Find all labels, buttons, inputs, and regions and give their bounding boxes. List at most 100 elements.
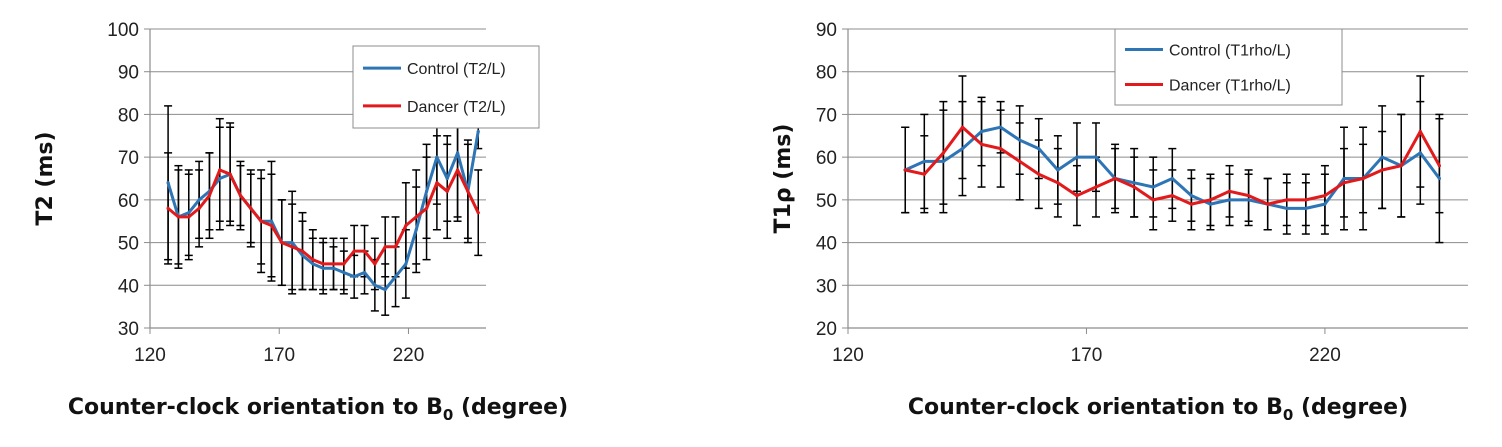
data-point <box>1304 198 1308 202</box>
data-point <box>1208 198 1213 202</box>
legend-box <box>1114 28 1343 106</box>
data-point <box>999 147 1003 151</box>
data-point <box>1113 176 1117 181</box>
x-tick-label: 170 <box>1071 345 1103 366</box>
x-tick-label: 220 <box>393 345 425 366</box>
y-tick-label: 70 <box>118 148 139 169</box>
data-point <box>922 172 926 176</box>
data-point <box>1094 155 1098 159</box>
data-point <box>455 168 460 172</box>
data-point <box>1418 151 1422 155</box>
data-point <box>414 215 418 219</box>
data-point <box>1170 176 1174 181</box>
data-point <box>352 275 356 279</box>
data-point <box>311 258 315 262</box>
data-point <box>331 266 336 270</box>
x-axis-title: Counter-clock orientation to B0 (degree) <box>908 395 1408 424</box>
data-point <box>218 176 222 181</box>
y-tick-label: 40 <box>118 276 139 297</box>
data-point <box>249 206 253 210</box>
data-point <box>979 142 984 146</box>
y-tick-label: 70 <box>816 105 837 126</box>
data-point <box>352 249 356 253</box>
y-tick-label: 40 <box>816 234 837 255</box>
y-tick-label: 100 <box>107 20 139 41</box>
x-tick-label: 120 <box>134 345 166 366</box>
data-point <box>1037 147 1041 151</box>
data-point <box>373 283 377 287</box>
data-point <box>414 228 418 232</box>
data-point <box>1227 198 1232 202</box>
data-point <box>960 147 965 151</box>
data-point <box>300 253 305 257</box>
data-point <box>342 262 346 266</box>
legend-label: Dancer (T2/L) <box>407 99 506 116</box>
data-point <box>1018 138 1022 142</box>
x-axis-title-main: Counter-clock orientation to B <box>68 395 443 420</box>
chart-t2: 30 40 50 60 70 80 90 100 120 170 220 Control (T2/L)… <box>33 20 568 424</box>
data-point <box>476 211 480 215</box>
data-point <box>424 189 429 193</box>
data-point <box>197 198 201 202</box>
x-tick-label: 220 <box>1309 345 1341 366</box>
data-point <box>435 181 439 185</box>
data-point <box>1437 176 1441 181</box>
x-axis-title-subscript: 0 <box>1283 406 1293 424</box>
data-point <box>455 151 460 155</box>
data-point <box>218 168 222 172</box>
data-point <box>1037 172 1041 176</box>
legend: Control (T2/L) Dancer (T2/L) <box>352 45 540 129</box>
data-point <box>1170 193 1174 198</box>
legend-box <box>352 45 540 129</box>
data-point <box>941 159 945 164</box>
data-point <box>197 206 201 210</box>
data-point <box>1285 206 1289 210</box>
data-point <box>1075 155 1079 159</box>
y-tick-label: 80 <box>816 63 837 84</box>
data-point <box>1304 206 1308 210</box>
data-point <box>1380 155 1384 159</box>
data-point <box>1399 164 1403 168</box>
data-point <box>1247 198 1251 202</box>
legend-label: Control (T1rho/L) <box>1169 43 1291 60</box>
data-point <box>1075 193 1079 198</box>
data-point <box>331 262 336 266</box>
data-point <box>445 189 449 193</box>
data-point <box>435 155 439 159</box>
data-point <box>1285 198 1289 202</box>
data-point <box>1151 185 1155 189</box>
data-point <box>979 129 984 134</box>
data-point <box>1018 159 1022 164</box>
data-point <box>362 270 367 275</box>
data-point <box>321 266 325 270</box>
y-tick-label: 90 <box>816 20 837 41</box>
data-point <box>373 262 377 266</box>
data-point <box>941 151 945 155</box>
data-point <box>960 125 965 129</box>
data-point <box>1380 168 1384 172</box>
data-point <box>1361 176 1365 181</box>
data-point <box>922 159 926 164</box>
x-axis-title-suffix: (degree) <box>453 395 568 420</box>
data-point <box>300 249 305 253</box>
data-point <box>207 193 212 198</box>
data-point <box>290 240 294 245</box>
data-point <box>1227 189 1232 193</box>
data-point <box>1189 193 1193 198</box>
data-point <box>903 168 907 172</box>
data-point <box>342 270 346 275</box>
legend-label: Dancer (T1rho/L) <box>1169 77 1291 94</box>
data-point <box>445 176 449 181</box>
data-point <box>187 211 191 215</box>
x-axis-title-subscript: 0 <box>443 406 453 424</box>
y-tick-label: 60 <box>816 148 837 169</box>
data-point <box>187 215 191 219</box>
data-point <box>228 172 232 176</box>
x-axis-title-suffix: (degree) <box>1293 395 1408 420</box>
x-tick-label: 120 <box>832 345 864 366</box>
data-point <box>1132 185 1136 189</box>
y-tick-label: 50 <box>118 234 139 255</box>
x-tick-label: 170 <box>263 345 295 366</box>
data-point <box>393 275 398 279</box>
